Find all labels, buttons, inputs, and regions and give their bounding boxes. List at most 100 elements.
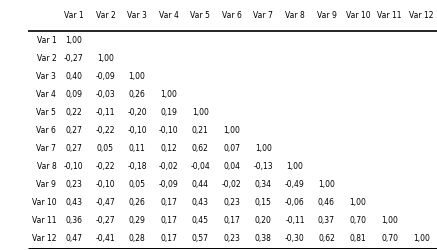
Text: 0,36: 0,36: [66, 216, 83, 225]
Text: -0,10: -0,10: [64, 162, 84, 171]
Text: Var 12: Var 12: [32, 234, 56, 243]
Text: 0,05: 0,05: [97, 144, 114, 153]
Text: -0,11: -0,11: [285, 216, 305, 225]
Text: Var 3: Var 3: [127, 10, 147, 20]
Text: 0,23: 0,23: [66, 180, 82, 189]
Text: 0,44: 0,44: [192, 180, 209, 189]
Text: Var 5: Var 5: [190, 10, 210, 20]
Text: 0,23: 0,23: [223, 198, 240, 207]
Text: 0,70: 0,70: [350, 216, 367, 225]
Text: 0,47: 0,47: [66, 234, 83, 243]
Text: 0,34: 0,34: [255, 180, 272, 189]
Text: 0,21: 0,21: [192, 126, 208, 135]
Text: 0,27: 0,27: [66, 126, 82, 135]
Text: Var 12: Var 12: [409, 10, 434, 20]
Text: -0,49: -0,49: [285, 180, 305, 189]
Text: -0,22: -0,22: [96, 126, 115, 135]
Text: Var 6: Var 6: [37, 126, 56, 135]
Text: 0,43: 0,43: [66, 198, 83, 207]
Text: 0,62: 0,62: [318, 234, 335, 243]
Text: 0,19: 0,19: [160, 108, 177, 117]
Text: -0,20: -0,20: [127, 108, 147, 117]
Text: 0,11: 0,11: [128, 144, 146, 153]
Text: -0,04: -0,04: [191, 162, 210, 171]
Text: Var 10: Var 10: [32, 198, 56, 207]
Text: -0,09: -0,09: [159, 180, 178, 189]
Text: Var 9: Var 9: [316, 10, 336, 20]
Text: -0,02: -0,02: [159, 162, 178, 171]
Text: Var 5: Var 5: [37, 108, 56, 117]
Text: 0,37: 0,37: [318, 216, 335, 225]
Text: 0,12: 0,12: [160, 144, 177, 153]
Text: 0,22: 0,22: [66, 108, 82, 117]
Text: Var 2: Var 2: [96, 10, 115, 20]
Text: 1,00: 1,00: [192, 108, 208, 117]
Text: Var 6: Var 6: [222, 10, 242, 20]
Text: 0,27: 0,27: [66, 144, 82, 153]
Text: 0,70: 0,70: [381, 234, 398, 243]
Text: 0,05: 0,05: [128, 180, 146, 189]
Text: -0,11: -0,11: [96, 108, 115, 117]
Text: Var 7: Var 7: [253, 10, 273, 20]
Text: Var 9: Var 9: [37, 180, 56, 189]
Text: 1,00: 1,00: [160, 90, 177, 99]
Text: -0,09: -0,09: [96, 72, 115, 81]
Text: 0,28: 0,28: [128, 234, 146, 243]
Text: Var 7: Var 7: [37, 144, 56, 153]
Text: 0,17: 0,17: [160, 234, 177, 243]
Text: -0,30: -0,30: [285, 234, 305, 243]
Text: Var 1: Var 1: [37, 36, 56, 45]
Text: 0,17: 0,17: [160, 198, 177, 207]
Text: 0,40: 0,40: [66, 72, 83, 81]
Text: 1,00: 1,00: [350, 198, 367, 207]
Text: 0,45: 0,45: [192, 216, 209, 225]
Text: -0,22: -0,22: [96, 162, 115, 171]
Text: 0,23: 0,23: [223, 234, 240, 243]
Text: Var 4: Var 4: [37, 90, 56, 99]
Text: 1,00: 1,00: [381, 216, 398, 225]
Text: Var 8: Var 8: [37, 162, 56, 171]
Text: 1,00: 1,00: [413, 234, 430, 243]
Text: 0,29: 0,29: [128, 216, 146, 225]
Text: 0,38: 0,38: [255, 234, 272, 243]
Text: Var 4: Var 4: [159, 10, 179, 20]
Text: 0,46: 0,46: [318, 198, 335, 207]
Text: 0,15: 0,15: [255, 198, 272, 207]
Text: -0,10: -0,10: [127, 126, 147, 135]
Text: 0,17: 0,17: [223, 216, 240, 225]
Text: Var 11: Var 11: [378, 10, 402, 20]
Text: 0,04: 0,04: [223, 162, 240, 171]
Text: 0,81: 0,81: [350, 234, 367, 243]
Text: 1,00: 1,00: [255, 144, 272, 153]
Text: -0,10: -0,10: [96, 180, 115, 189]
Text: -0,27: -0,27: [96, 216, 115, 225]
Text: Var 11: Var 11: [32, 216, 56, 225]
Text: -0,13: -0,13: [253, 162, 273, 171]
Text: 0,57: 0,57: [192, 234, 209, 243]
Text: Var 10: Var 10: [346, 10, 371, 20]
Text: 1,00: 1,00: [128, 72, 146, 81]
Text: Var 3: Var 3: [37, 72, 56, 81]
Text: -0,03: -0,03: [96, 90, 115, 99]
Text: 1,00: 1,00: [66, 36, 82, 45]
Text: -0,47: -0,47: [96, 198, 115, 207]
Text: 1,00: 1,00: [287, 162, 303, 171]
Text: -0,10: -0,10: [159, 126, 178, 135]
Text: 0,26: 0,26: [128, 198, 146, 207]
Text: -0,27: -0,27: [64, 54, 84, 63]
Text: 0,17: 0,17: [160, 216, 177, 225]
Text: 1,00: 1,00: [97, 54, 114, 63]
Text: 0,26: 0,26: [128, 90, 146, 99]
Text: 0,09: 0,09: [66, 90, 83, 99]
Text: Var 2: Var 2: [37, 54, 56, 63]
Text: 0,62: 0,62: [192, 144, 208, 153]
Text: -0,06: -0,06: [285, 198, 305, 207]
Text: 1,00: 1,00: [318, 180, 335, 189]
Text: 1,00: 1,00: [223, 126, 240, 135]
Text: -0,02: -0,02: [222, 180, 242, 189]
Text: -0,18: -0,18: [127, 162, 147, 171]
Text: Var 1: Var 1: [64, 10, 84, 20]
Text: 0,07: 0,07: [223, 144, 240, 153]
Text: 0,43: 0,43: [192, 198, 209, 207]
Text: -0,41: -0,41: [96, 234, 115, 243]
